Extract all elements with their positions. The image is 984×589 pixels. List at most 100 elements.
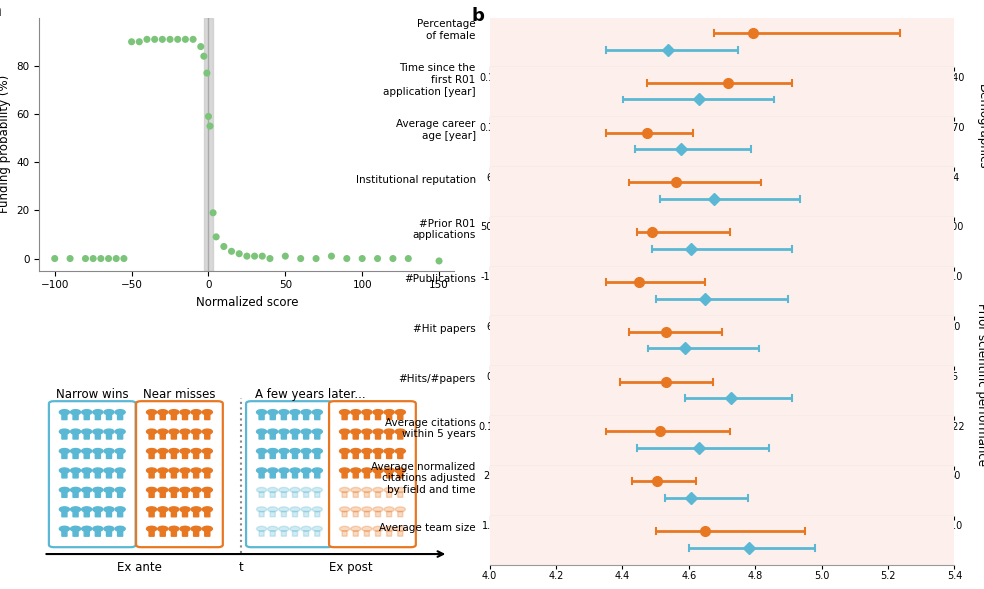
FancyBboxPatch shape bbox=[182, 453, 188, 458]
FancyBboxPatch shape bbox=[342, 453, 347, 458]
Circle shape bbox=[147, 507, 156, 512]
FancyBboxPatch shape bbox=[149, 472, 154, 478]
FancyBboxPatch shape bbox=[205, 472, 210, 478]
Circle shape bbox=[180, 527, 190, 531]
Circle shape bbox=[396, 488, 405, 492]
FancyBboxPatch shape bbox=[205, 453, 210, 458]
FancyBboxPatch shape bbox=[259, 414, 264, 419]
Circle shape bbox=[373, 429, 383, 434]
Circle shape bbox=[82, 410, 92, 415]
FancyBboxPatch shape bbox=[85, 414, 90, 419]
FancyBboxPatch shape bbox=[376, 472, 381, 478]
Circle shape bbox=[71, 507, 81, 512]
Circle shape bbox=[71, 488, 81, 492]
Point bbox=[196, 51, 212, 61]
FancyBboxPatch shape bbox=[315, 434, 320, 439]
FancyBboxPatch shape bbox=[194, 414, 199, 419]
FancyBboxPatch shape bbox=[171, 434, 176, 439]
Circle shape bbox=[169, 488, 179, 492]
Point bbox=[255, 252, 271, 261]
FancyBboxPatch shape bbox=[160, 472, 165, 478]
Circle shape bbox=[301, 449, 311, 454]
Circle shape bbox=[104, 488, 114, 492]
FancyBboxPatch shape bbox=[106, 472, 111, 478]
FancyBboxPatch shape bbox=[271, 492, 276, 497]
FancyBboxPatch shape bbox=[304, 414, 309, 419]
Circle shape bbox=[82, 449, 92, 454]
FancyBboxPatch shape bbox=[106, 492, 111, 497]
Circle shape bbox=[268, 527, 277, 531]
Circle shape bbox=[71, 527, 81, 531]
Point bbox=[385, 254, 400, 263]
Circle shape bbox=[157, 488, 168, 492]
Point bbox=[370, 254, 386, 263]
FancyBboxPatch shape bbox=[182, 511, 188, 517]
FancyBboxPatch shape bbox=[118, 434, 123, 439]
Circle shape bbox=[92, 429, 103, 434]
Circle shape bbox=[268, 410, 277, 415]
Circle shape bbox=[362, 507, 372, 512]
Circle shape bbox=[290, 429, 300, 434]
Circle shape bbox=[157, 527, 168, 531]
FancyBboxPatch shape bbox=[149, 414, 154, 419]
Circle shape bbox=[396, 527, 405, 531]
Y-axis label: #Hits/#papers: #Hits/#papers bbox=[399, 373, 475, 383]
FancyBboxPatch shape bbox=[106, 414, 111, 419]
FancyBboxPatch shape bbox=[292, 434, 297, 439]
Point bbox=[199, 68, 215, 78]
Point bbox=[354, 254, 370, 263]
Circle shape bbox=[312, 410, 323, 415]
Circle shape bbox=[373, 468, 383, 473]
FancyBboxPatch shape bbox=[271, 531, 276, 536]
Circle shape bbox=[71, 468, 81, 473]
FancyBboxPatch shape bbox=[149, 453, 154, 458]
FancyBboxPatch shape bbox=[364, 492, 369, 497]
FancyBboxPatch shape bbox=[387, 511, 392, 517]
Circle shape bbox=[384, 488, 395, 492]
Circle shape bbox=[350, 488, 361, 492]
FancyBboxPatch shape bbox=[160, 531, 165, 536]
FancyBboxPatch shape bbox=[160, 492, 165, 497]
Circle shape bbox=[350, 527, 361, 531]
FancyBboxPatch shape bbox=[62, 531, 67, 536]
FancyBboxPatch shape bbox=[85, 531, 90, 536]
Circle shape bbox=[104, 468, 114, 473]
FancyBboxPatch shape bbox=[182, 492, 188, 497]
FancyBboxPatch shape bbox=[376, 453, 381, 458]
FancyBboxPatch shape bbox=[160, 511, 165, 517]
Bar bbox=[204, 18, 214, 270]
Circle shape bbox=[104, 429, 114, 434]
Y-axis label: #Hit papers: #Hit papers bbox=[413, 324, 475, 334]
FancyBboxPatch shape bbox=[353, 434, 358, 439]
Circle shape bbox=[82, 488, 92, 492]
FancyBboxPatch shape bbox=[259, 472, 264, 478]
FancyBboxPatch shape bbox=[398, 472, 402, 478]
FancyBboxPatch shape bbox=[106, 453, 111, 458]
FancyBboxPatch shape bbox=[85, 434, 90, 439]
Circle shape bbox=[169, 507, 179, 512]
Circle shape bbox=[104, 527, 114, 531]
Circle shape bbox=[257, 429, 267, 434]
Point bbox=[202, 121, 217, 131]
Circle shape bbox=[82, 468, 92, 473]
Circle shape bbox=[373, 410, 383, 415]
Circle shape bbox=[92, 488, 103, 492]
Circle shape bbox=[384, 429, 395, 434]
Circle shape bbox=[301, 507, 311, 512]
FancyBboxPatch shape bbox=[118, 453, 123, 458]
Circle shape bbox=[278, 527, 289, 531]
FancyBboxPatch shape bbox=[398, 414, 402, 419]
FancyBboxPatch shape bbox=[62, 414, 67, 419]
FancyBboxPatch shape bbox=[246, 401, 333, 547]
Circle shape bbox=[191, 488, 201, 492]
FancyBboxPatch shape bbox=[281, 453, 286, 458]
Circle shape bbox=[339, 449, 349, 454]
FancyBboxPatch shape bbox=[315, 511, 320, 517]
FancyBboxPatch shape bbox=[353, 492, 358, 497]
Point bbox=[201, 112, 216, 121]
Circle shape bbox=[82, 507, 92, 512]
FancyBboxPatch shape bbox=[85, 453, 90, 458]
Circle shape bbox=[71, 410, 81, 415]
Circle shape bbox=[373, 488, 383, 492]
Circle shape bbox=[180, 507, 190, 512]
